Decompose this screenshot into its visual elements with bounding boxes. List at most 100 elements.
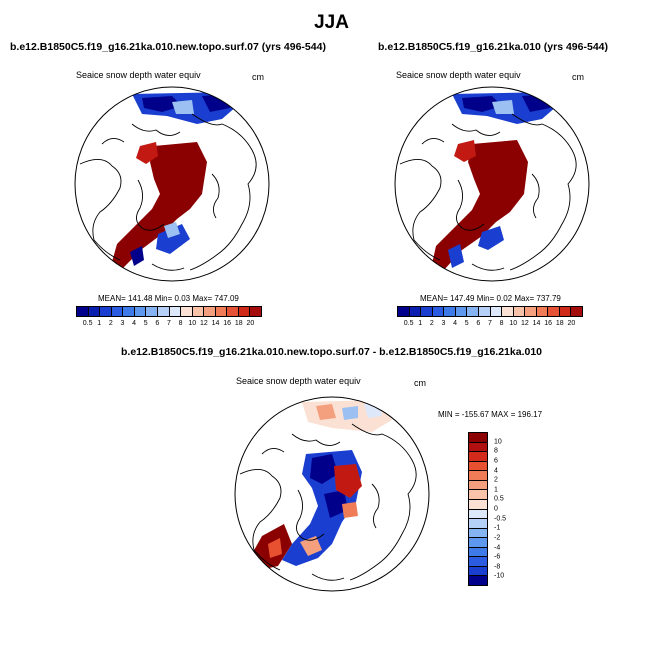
diff-colorbar-labels: 10 8 6 4 2 1 0.5 0 -0.5 -1 -2 -4 -6 -8 -10: [494, 432, 524, 586]
left-colorbar-tick-label: 10: [188, 320, 197, 327]
right-colorbar-swatch: [421, 307, 433, 316]
diff-colorbar-swatch: [469, 433, 487, 443]
left-min-label: Min=: [154, 294, 173, 303]
right-colorbar-tick-label: 1: [418, 320, 423, 327]
left-colorbar: [76, 306, 262, 317]
left-colorbar-tick-label: 2: [108, 320, 113, 327]
diff-colorbar-tick-label: -1: [494, 524, 501, 532]
left-colorbar-swatch: [227, 307, 239, 316]
right-colorbar: [397, 306, 583, 317]
left-colorbar-tick-label: 6: [155, 320, 160, 327]
right-colorbar-labels: 0.5 1 2 3 4 5 6 7 8 10 12 14 16 18 20: [397, 320, 583, 330]
left-colorbar-tick-label: 5: [143, 320, 148, 327]
left-colorbar-swatch: [250, 307, 261, 316]
right-colorbar-tick-label: 14: [532, 320, 541, 327]
left-colorbar-swatch: [123, 307, 135, 316]
right-colorbar-swatch: [548, 307, 560, 316]
left-max-value: 747.09: [214, 294, 239, 303]
diff-colorbar-tick-label: 1: [494, 486, 498, 494]
diff-colorbar-tick-label: 0: [494, 505, 498, 513]
left-colorbar-tick-label: 3: [120, 320, 125, 327]
diff-colorbar-swatch: [469, 499, 487, 510]
diff-colorbar-tick-label: -8: [494, 563, 501, 571]
diff-colorbar: [468, 432, 488, 586]
right-colorbar-tick-label: 2: [429, 320, 434, 327]
left-colorbar-tick-label: 4: [132, 320, 137, 327]
left-colorbar-swatch: [146, 307, 158, 316]
diff-colorbar-swatch: [469, 480, 487, 491]
right-colorbar-swatch: [478, 307, 491, 316]
diff-colorbar-tick-label: -2: [494, 534, 501, 542]
right-colorbar-tick-label: 3: [441, 320, 446, 327]
diff-units-label: cm: [414, 378, 426, 388]
left-colorbar-tick-label: 14: [211, 320, 220, 327]
right-colorbar-tick-label: 4: [453, 320, 458, 327]
diff-colorbar-swatch: [469, 528, 487, 539]
diff-colorbar-swatch: [469, 519, 487, 529]
right-colorbar-swatch: [513, 307, 526, 316]
left-colorbar-tick-label: 18: [234, 320, 243, 327]
right-colorbar-tick-label: 7: [488, 320, 492, 327]
diff-colorbar-swatch: [469, 461, 487, 472]
right-colorbar-tick-label: 8: [499, 320, 504, 327]
left-colorbar-swatch: [215, 307, 228, 316]
diff-colorbar-tick-label: 2: [494, 476, 498, 484]
left-stats: MEAN= 141.48 Min= 0.03 Max= 747.09: [98, 294, 239, 303]
left-polar-map: [74, 86, 270, 282]
right-colorbar-swatch: [444, 307, 456, 316]
left-colorbar-tick-label: 1: [97, 320, 102, 327]
right-colorbar-tick-label: 0.5: [403, 320, 414, 327]
left-colorbar-swatch: [100, 307, 112, 316]
right-colorbar-tick-label: 6: [476, 320, 481, 327]
left-colorbar-tick-label: 12: [199, 320, 208, 327]
right-red-snow-region: [432, 140, 528, 270]
diff-colorbar-swatch: [469, 566, 487, 577]
left-min-value: 0.03: [174, 294, 191, 303]
right-colorbar-swatch: [409, 307, 422, 316]
diff-colorbar-swatch: [469, 442, 487, 453]
diff-variable-label: Seaice snow depth water equiv: [236, 376, 361, 386]
right-min-label: Min=: [476, 294, 495, 303]
right-colorbar-tick-label: 5: [464, 320, 469, 327]
left-colorbar-swatch: [238, 307, 251, 316]
right-colorbar-tick-label: 18: [555, 320, 564, 327]
left-variable-label: Seaice snow depth water equiv: [76, 70, 201, 80]
left-case-title: b.e12.B1850C5.f19_g16.21ka.010.new.topo.…: [10, 41, 326, 53]
diff-colorbar-tick-label: 10: [494, 438, 502, 446]
left-colorbar-swatch: [204, 307, 216, 316]
diff-colorbar-tick-label: 6: [494, 457, 498, 465]
right-case-title: b.e12.B1850C5.f19_g16.21ka.010 (yrs 496-…: [378, 41, 608, 53]
left-colorbar-swatch: [111, 307, 124, 316]
right-colorbar-swatch: [490, 307, 503, 316]
diff-minmax-text: MIN = -155.67 MAX = 196.17: [438, 410, 543, 419]
left-mean-label: MEAN=: [98, 294, 126, 303]
diff-colorbar-swatch: [469, 538, 487, 548]
left-red-snow-region: [112, 142, 207, 269]
left-colorbar-tick-label: 20: [246, 320, 255, 327]
left-colorbar-swatch: [88, 307, 101, 316]
diff-colorbar-swatch: [469, 509, 487, 520]
right-min-value: 0.02: [496, 294, 513, 303]
diff-colorbar-tick-label: 0.5: [494, 495, 504, 503]
right-colorbar-tick-label: 10: [509, 320, 518, 327]
diff-colorbar-tick-label: -0.5: [494, 515, 507, 523]
right-max-label: Max=: [514, 294, 535, 303]
right-polar-map: [394, 86, 590, 282]
diff-colorbar-tick-label: -4: [494, 544, 501, 551]
right-colorbar-swatch: [455, 307, 468, 316]
diff-colorbar-swatch: [469, 557, 487, 567]
diff-colorbar-swatch: [469, 490, 487, 500]
right-colorbar-swatch: [502, 307, 514, 316]
right-max-value: 737.79: [536, 294, 561, 303]
left-colorbar-swatch: [192, 307, 205, 316]
right-units-label: cm: [572, 72, 584, 82]
right-colorbar-swatch: [525, 307, 537, 316]
right-colorbar-tick-label: 20: [567, 320, 576, 327]
left-colorbar-tick-label: 7: [167, 320, 171, 327]
diff-colorbar-swatch: [469, 547, 487, 558]
right-colorbar-swatch: [571, 307, 582, 316]
right-colorbar-swatch: [559, 307, 572, 316]
left-colorbar-tick-label: 16: [223, 320, 232, 327]
left-colorbar-tick-label: 0.5: [82, 320, 93, 327]
left-colorbar-swatch: [181, 307, 193, 316]
